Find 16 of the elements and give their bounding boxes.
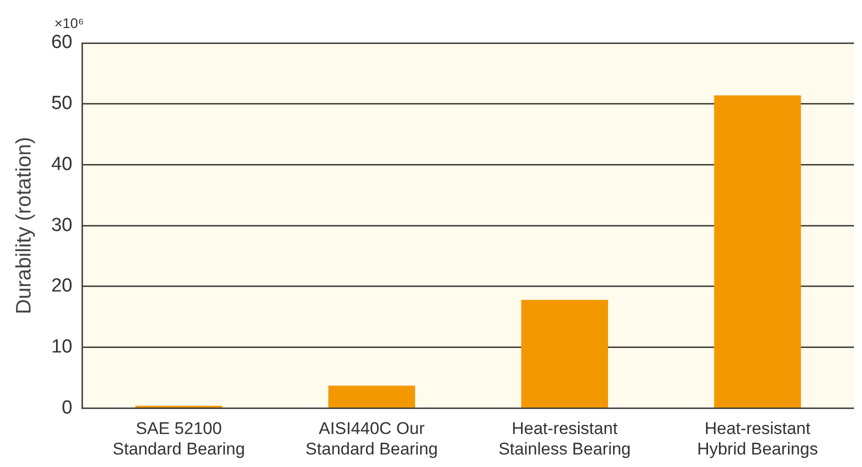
- x-tick-label: SAE 52100 Standard Bearing: [112, 419, 245, 458]
- y-tick-label: 30: [51, 214, 72, 236]
- y-tick-label: 60: [51, 32, 72, 54]
- x-tick-label: AISI440C Our Standard Bearing: [306, 419, 438, 458]
- y-tick-label: 40: [51, 154, 72, 175]
- bar: [714, 95, 801, 408]
- y-tick-label: 20: [51, 276, 72, 297]
- bar: [521, 300, 608, 408]
- y-tick-label: 10: [51, 336, 72, 358]
- y-axis-title: Durability (rotation): [12, 136, 36, 314]
- x-tick-label: Heat-resistant Hybrid Bearings: [697, 419, 818, 458]
- text: ×10⁶: [54, 14, 84, 31]
- y-tick-label: 50: [51, 93, 72, 114]
- y-tick-label: 0: [62, 397, 72, 418]
- x-tick-label: Heat-resistant Stainless Bearing: [498, 419, 631, 458]
- bar: [328, 386, 416, 408]
